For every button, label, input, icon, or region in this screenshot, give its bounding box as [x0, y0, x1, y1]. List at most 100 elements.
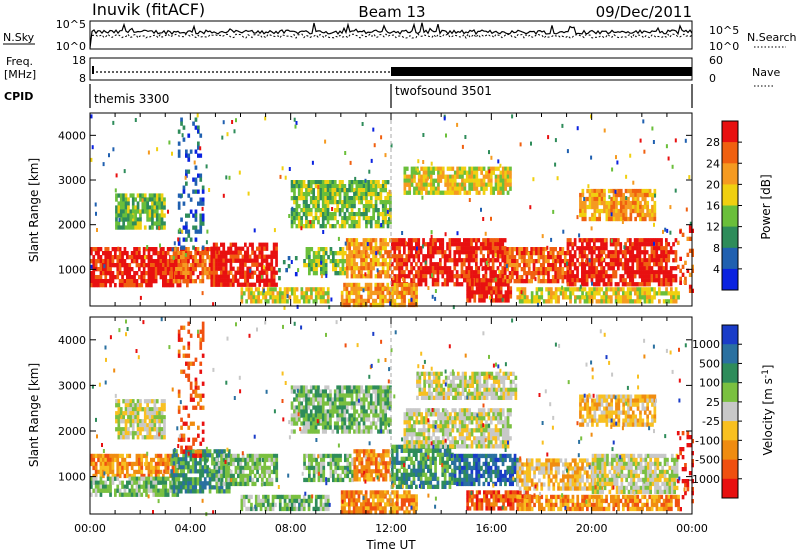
- velocity-cell: [395, 452, 399, 457]
- power-cell: [369, 180, 373, 185]
- power-cell: [683, 280, 686, 285]
- power-cell: [324, 196, 327, 201]
- power-cell: [215, 266, 218, 271]
- velocity-cell: [114, 492, 117, 497]
- power-cell: [503, 238, 507, 243]
- velocity-cell: [177, 461, 181, 466]
- velocity-cell: [184, 461, 188, 466]
- power-cell: [241, 262, 245, 267]
- power-cell: [374, 224, 378, 229]
- velocity-cell: [116, 488, 120, 493]
- nsky-tick-bottom: 10^0: [56, 40, 86, 53]
- power-cell: [395, 238, 399, 243]
- power-cell: [341, 271, 345, 276]
- velocity-cell: [351, 473, 354, 479]
- power-cell: [336, 263, 340, 268]
- power-cell: [353, 238, 356, 243]
- velocity-cell: [308, 453, 311, 459]
- cpid-segment-1: themis 3300: [94, 92, 169, 106]
- power-cell: [645, 238, 649, 243]
- power-cell: [127, 197, 130, 202]
- power-cell: [636, 242, 639, 247]
- power-cell: [479, 258, 483, 263]
- power-cell: [205, 240, 208, 245]
- power-cell: [645, 270, 649, 275]
- power-cell: [451, 242, 454, 247]
- power-cell: [483, 282, 486, 287]
- power-cell: [540, 295, 544, 300]
- power-cell: [295, 184, 299, 189]
- power-cell: [367, 192, 371, 197]
- power-cell: [94, 202, 97, 207]
- power-cell: [357, 192, 361, 197]
- power-cell: [468, 174, 471, 179]
- power-cell: [241, 254, 245, 259]
- power-cell: [258, 274, 262, 279]
- power-cell: [177, 205, 181, 210]
- power-cell: [600, 250, 603, 255]
- velocity-cell: [164, 457, 168, 463]
- power-cell: [488, 295, 491, 300]
- power-cell: [191, 259, 195, 264]
- velocity-cell: [164, 492, 168, 497]
- velocity-cell: [400, 444, 404, 449]
- power-cell: [155, 213, 159, 218]
- power-cell: [455, 282, 459, 287]
- power-cell: [595, 278, 599, 283]
- power-cell: [538, 299, 541, 304]
- power-cell: [583, 208, 587, 214]
- velocity-cell: [157, 461, 160, 467]
- power-cell: [591, 212, 594, 218]
- power-cell: [420, 186, 423, 191]
- velocity-cell: [126, 492, 129, 497]
- power-cell: [415, 246, 418, 251]
- power-cell: [444, 182, 447, 187]
- velocity-cell: [379, 473, 383, 478]
- power-cell: [449, 186, 452, 191]
- power-cell: [338, 212, 342, 217]
- velocity-cell: [320, 465, 323, 471]
- power-cell: [453, 262, 457, 267]
- velocity-cell: [234, 465, 238, 471]
- velocity-cell: [172, 457, 176, 462]
- power-cell: [605, 204, 609, 210]
- power-cell: [241, 270, 245, 275]
- nave-tick-top: 60: [709, 54, 723, 67]
- velocity-cell: [106, 461, 110, 467]
- power-cell: [667, 274, 671, 279]
- power-cell: [540, 291, 544, 296]
- power-cell: [302, 192, 306, 197]
- power-cell: [117, 193, 121, 198]
- velocity-cell: [225, 473, 228, 479]
- velocity-cell: [258, 457, 262, 463]
- power-cell: [638, 246, 642, 251]
- power-cell: [422, 182, 426, 187]
- power-cell: [593, 196, 597, 202]
- power-cell: [147, 279, 151, 284]
- power-cell: [467, 246, 471, 251]
- power-cell: [551, 251, 555, 256]
- power-cell: [436, 270, 440, 275]
- power-cell: [357, 294, 361, 300]
- power-cell: [554, 295, 558, 300]
- power-cell: [651, 126, 654, 131]
- velocity-cell: [206, 481, 209, 486]
- velocity-cell: [246, 461, 250, 467]
- power-cell: [417, 178, 421, 183]
- power-cell: [607, 274, 611, 279]
- power-cell: [590, 258, 594, 263]
- velocity-cell: [387, 461, 390, 466]
- velocity-cell: [367, 453, 371, 458]
- power-cell: [114, 255, 117, 260]
- power-cell: [357, 184, 361, 189]
- power-cell: [189, 267, 193, 272]
- power-cell: [655, 238, 659, 243]
- power-cell: [542, 251, 545, 256]
- power-cell: [383, 285, 386, 290]
- power-cell: [300, 295, 304, 300]
- power-cell: [501, 190, 505, 195]
- velocity-cell: [145, 480, 148, 485]
- velocity-cell: [244, 457, 247, 463]
- power-cell: [426, 176, 429, 181]
- power-cell: [509, 294, 513, 299]
